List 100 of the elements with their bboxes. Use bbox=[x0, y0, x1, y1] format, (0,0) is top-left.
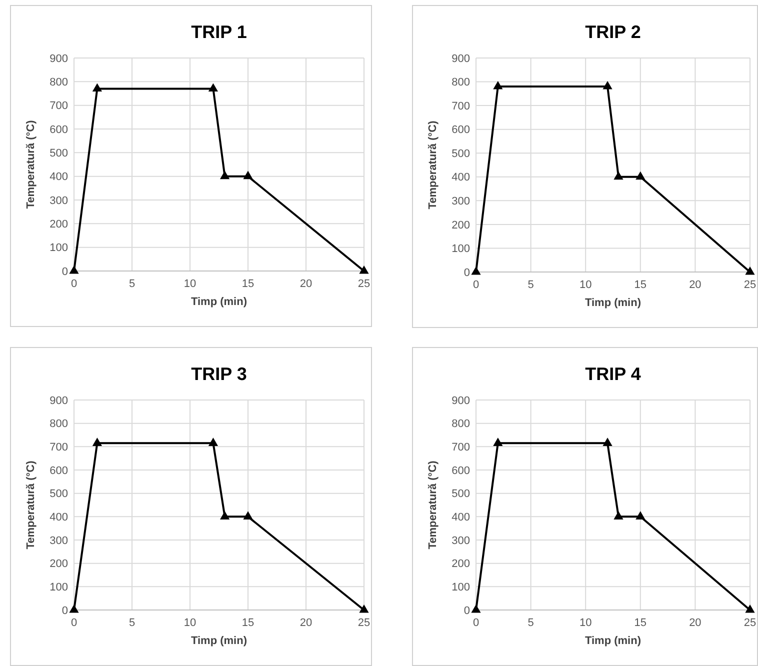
point bbox=[359, 265, 369, 274]
point bbox=[614, 171, 624, 180]
x-tick-label: 0 bbox=[472, 617, 480, 629]
y-tick-label: 700 bbox=[452, 100, 470, 112]
y-tick-label: 200 bbox=[452, 558, 470, 570]
y-tick-label: 100 bbox=[452, 582, 470, 594]
point bbox=[243, 511, 253, 520]
y-tick-label: 500 bbox=[50, 488, 68, 500]
x-tick-label: 25 bbox=[358, 278, 370, 290]
y-tick-label: 400 bbox=[452, 172, 470, 184]
y-tick-label: 500 bbox=[452, 148, 470, 160]
y-tick-label: 700 bbox=[50, 100, 68, 112]
y-tick-label: 300 bbox=[50, 194, 68, 207]
point bbox=[220, 170, 230, 180]
chart-title: TRIP 2 bbox=[585, 22, 641, 42]
y-tick-label: 900 bbox=[50, 394, 68, 407]
x-tick-label: 25 bbox=[744, 279, 756, 291]
point bbox=[745, 266, 755, 275]
point bbox=[92, 438, 102, 446]
x-tick-label: 5 bbox=[528, 617, 534, 629]
x-tick-label: 10 bbox=[184, 278, 196, 290]
point bbox=[636, 171, 646, 180]
x-tick-label: 10 bbox=[579, 617, 592, 629]
point bbox=[208, 438, 218, 446]
x-tick-label: 25 bbox=[358, 617, 370, 629]
point bbox=[493, 80, 503, 90]
x-tick-label: 0 bbox=[70, 617, 78, 629]
x-tick-label: 5 bbox=[528, 279, 534, 291]
x-tick-label: 5 bbox=[128, 278, 136, 290]
x-tick-label: 15 bbox=[634, 617, 647, 629]
point bbox=[220, 511, 230, 520]
chart-title: TRIP 4 bbox=[585, 364, 641, 384]
point bbox=[243, 170, 253, 180]
chart-title: TRIP 3 bbox=[191, 364, 247, 384]
y-tick-label: 400 bbox=[50, 171, 68, 184]
y-tick-label: 200 bbox=[50, 558, 68, 570]
y-tick-label: 900 bbox=[50, 52, 68, 65]
y-tick-label: 800 bbox=[50, 418, 68, 430]
point bbox=[636, 511, 646, 520]
y-tick-label: 600 bbox=[452, 124, 470, 136]
x-tick-label: 20 bbox=[689, 617, 702, 629]
y-tick-label: 200 bbox=[452, 219, 470, 232]
x-axis-title: Timp (min) bbox=[584, 297, 642, 309]
y-tick-label: 400 bbox=[50, 512, 68, 524]
y-tick-label: 500 bbox=[452, 488, 470, 500]
y-axis-title: Temperatură (°C) bbox=[427, 460, 439, 550]
y-tick-label: 0 bbox=[62, 266, 68, 278]
y-tick-label: 200 bbox=[50, 218, 68, 231]
x-tick-label: 15 bbox=[242, 617, 254, 629]
y-tick-label: 700 bbox=[452, 442, 470, 454]
y-axis-title: Temperatură (°C) bbox=[25, 460, 37, 550]
point bbox=[471, 604, 481, 613]
x-axis-title: Timp (min) bbox=[190, 296, 248, 308]
x-tick-label: 15 bbox=[242, 278, 254, 290]
chart-title: TRIP 1 bbox=[191, 22, 247, 42]
y-tick-label: 300 bbox=[452, 534, 470, 547]
y-tick-label: 800 bbox=[50, 76, 68, 89]
x-tick-label: 25 bbox=[744, 617, 756, 629]
x-axis-title: Timp (min) bbox=[584, 635, 642, 647]
point bbox=[359, 604, 369, 613]
x-tick-label: 0 bbox=[70, 278, 78, 290]
point bbox=[471, 266, 481, 275]
y-tick-label: 600 bbox=[50, 124, 68, 136]
x-tick-label: 10 bbox=[579, 279, 592, 291]
point bbox=[602, 438, 612, 446]
point bbox=[92, 83, 102, 92]
y-tick-label: 100 bbox=[50, 582, 68, 594]
point bbox=[602, 80, 612, 90]
x-tick-label: 0 bbox=[472, 279, 480, 291]
y-tick-label: 500 bbox=[50, 148, 68, 160]
y-tick-label: 0 bbox=[62, 604, 68, 617]
y-tick-label: 100 bbox=[452, 243, 470, 256]
x-tick-label: 20 bbox=[689, 279, 702, 291]
y-tick-label: 600 bbox=[50, 464, 68, 477]
x-tick-label: 10 bbox=[184, 617, 196, 629]
point bbox=[614, 511, 624, 520]
point bbox=[69, 604, 79, 613]
y-axis-title: Temperatură (°C) bbox=[427, 120, 439, 210]
y-tick-label: 0 bbox=[464, 266, 470, 279]
x-tick-label: 20 bbox=[300, 617, 312, 629]
y-tick-label: 600 bbox=[452, 464, 470, 477]
point bbox=[745, 604, 755, 613]
y-axis-title: Temperatură (°C) bbox=[25, 120, 37, 209]
x-tick-label: 15 bbox=[634, 279, 647, 291]
x-tick-label: 20 bbox=[300, 278, 312, 290]
y-tick-label: 900 bbox=[452, 394, 470, 407]
y-tick-label: 100 bbox=[50, 242, 68, 254]
point bbox=[69, 265, 79, 274]
y-tick-label: 700 bbox=[50, 442, 68, 454]
x-axis-title: Timp (min) bbox=[190, 635, 248, 647]
y-tick-label: 800 bbox=[452, 418, 470, 430]
point bbox=[493, 438, 503, 446]
y-tick-label: 900 bbox=[452, 52, 470, 65]
y-tick-label: 0 bbox=[464, 604, 470, 617]
point bbox=[208, 83, 218, 92]
x-tick-label: 5 bbox=[128, 617, 136, 629]
y-tick-label: 400 bbox=[452, 512, 470, 524]
y-tick-label: 800 bbox=[452, 76, 470, 89]
y-tick-label: 300 bbox=[452, 196, 470, 208]
y-tick-label: 300 bbox=[50, 534, 68, 547]
